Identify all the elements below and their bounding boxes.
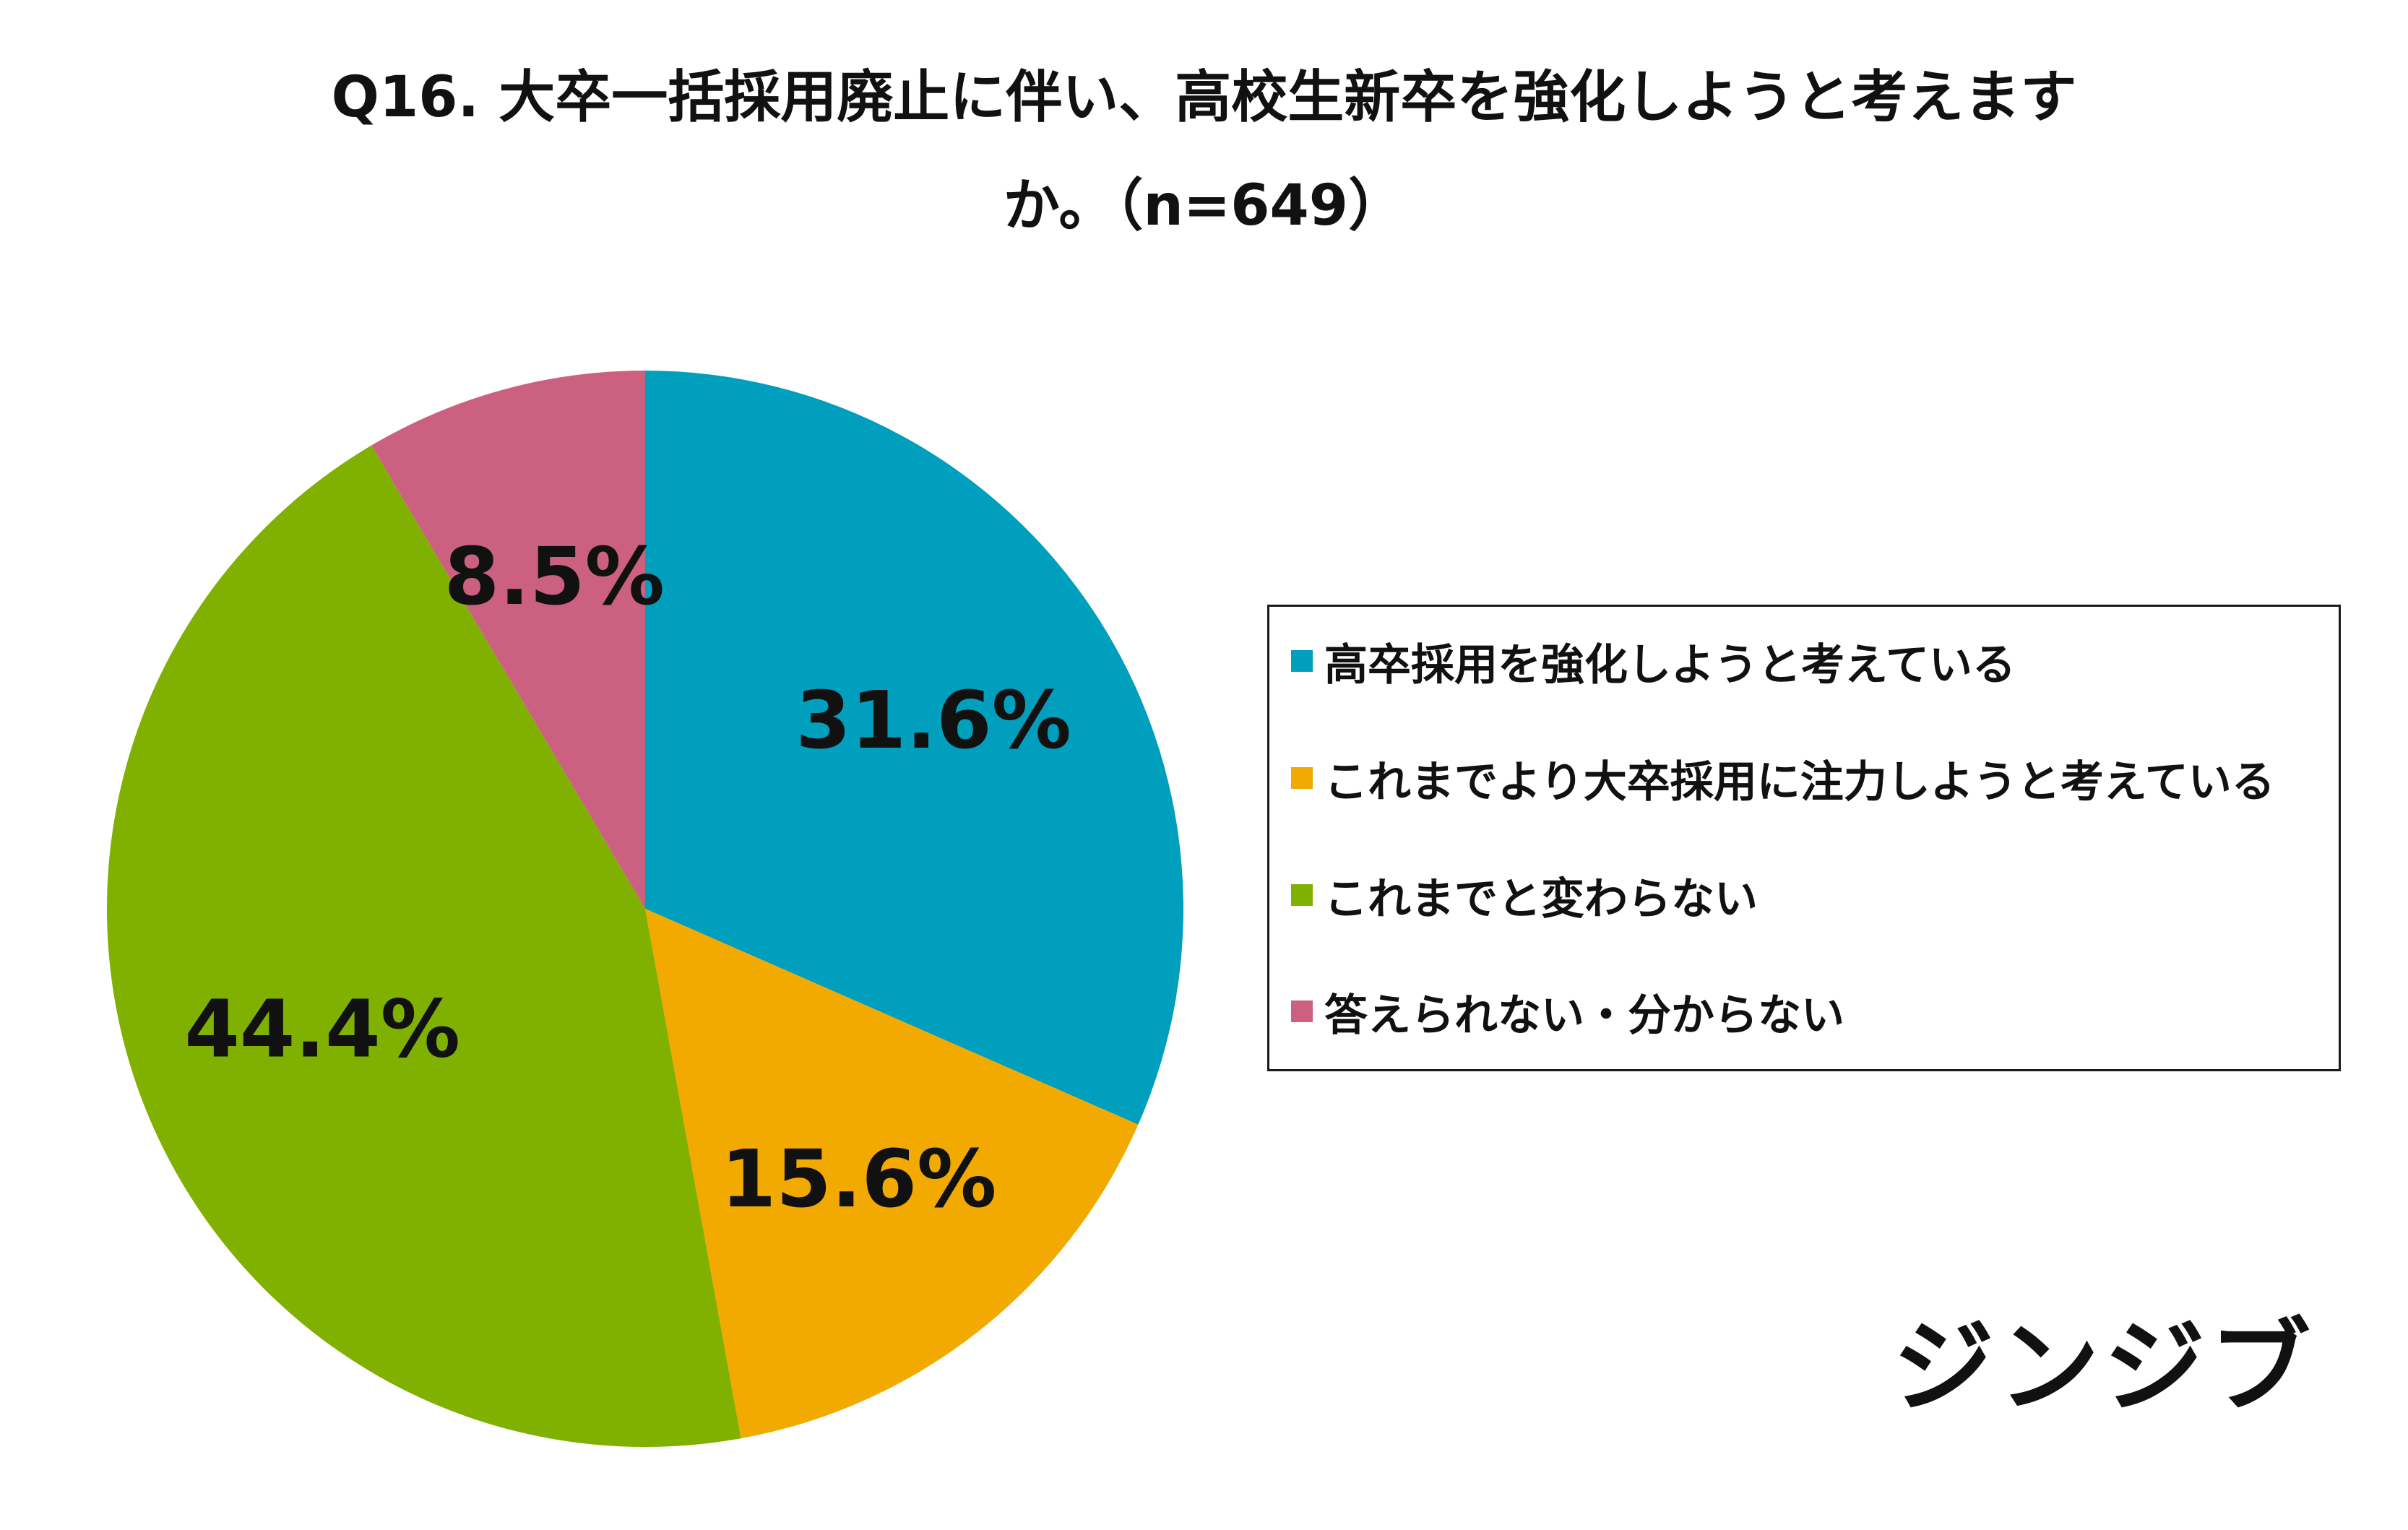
pie-slice [371,371,645,909]
legend-label: 答えられない・分からない [1324,990,1844,1041]
pie-slice-label: 8.5% [444,530,665,623]
legend-item: これまでと変わらない [1291,866,1758,925]
pie-slice [645,371,1183,1125]
legend-swatch [1291,884,1313,906]
legend-swatch [1291,767,1313,789]
legend-swatch [1291,1000,1313,1022]
legend-item: 答えられない・分からない [1291,982,1844,1041]
chart-title-line-2: か。（n=649） [1003,173,1405,238]
brand-logo: ジンジブ [1893,1309,2316,1427]
pie-slice-label: 44.4% [184,982,460,1075]
legend-item: 高卒採用を強化しようと考えている [1291,632,2016,691]
pie-slice [106,445,741,1448]
pie-slice-label: 31.6% [795,674,1071,766]
legend-label: これまでと変わらない [1324,873,1758,925]
chart-title-line-1: Q16. 大卒一括採用廃止に伴い、高校生新卒を強化しようと考えます [331,65,2077,130]
pie-slice [645,909,1139,1439]
legend-swatch [1291,650,1313,672]
chart-legend: 高卒採用を強化しようと考えている これまでより大卒採用に注力しようと考えている … [1267,605,2341,1071]
legend-label: 高卒採用を強化しようと考えている [1324,639,2016,691]
pie-slice-label: 15.6% [721,1133,997,1225]
legend-item: これまでより大卒採用に注力しようと考えている [1291,749,2275,808]
legend-label: これまでより大卒採用に注力しようと考えている [1324,756,2275,808]
